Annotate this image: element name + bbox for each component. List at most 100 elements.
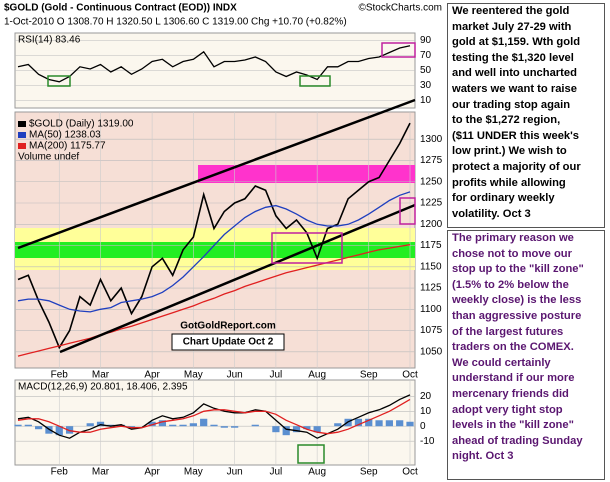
x-tick-label: Jul [269, 370, 282, 381]
histogram-bar [313, 426, 321, 433]
x-tick-label: May [184, 467, 203, 478]
histogram-bar [86, 423, 94, 427]
note-line: traders on the COMEX. [452, 341, 574, 354]
legend-swatch [18, 121, 26, 127]
y-tick-label: 30 [420, 80, 432, 91]
note-line: (1.5% to 2% below the [452, 278, 569, 291]
y-tick-label: 1125 [420, 283, 442, 294]
legend-label: MA(50) 1238.03 [29, 130, 101, 141]
highlight-box [381, 42, 416, 58]
x-tick-label: Jun [227, 467, 243, 478]
note-box: The primary reason we chose not to move o… [447, 230, 605, 480]
annotation-box [171, 333, 285, 351]
histogram-bar [35, 426, 43, 430]
histogram-bar [189, 423, 197, 427]
histogram-bar [14, 424, 22, 427]
note-line: low print.) We wish to [452, 145, 567, 158]
note-line: stop up to the "kill zone" [452, 263, 584, 276]
note-line: market July 27-29 with [452, 20, 572, 33]
y-tick-label: 50 [420, 65, 432, 76]
x-tick-label: Aug [308, 370, 326, 381]
note-line: We could certainly [452, 356, 551, 369]
series-line [17, 45, 411, 83]
highlight-box [297, 444, 325, 464]
note-line: ($11 UNDER this week's [452, 129, 580, 142]
highlight-box [271, 232, 343, 264]
chart: $GOLD (Gold - Continuous Contract (EOD))… [4, 3, 443, 478]
highlight-box [299, 75, 331, 87]
histogram-bar [220, 426, 228, 428]
series-line [17, 191, 411, 313]
y-tick-label: 1275 [420, 155, 443, 166]
note-line: to the $1,272 region, [452, 114, 561, 127]
series-line [17, 394, 411, 439]
histogram-bar [406, 421, 414, 427]
y-tick-label: 1225 [420, 198, 443, 209]
y-tick-label: 1100 [420, 304, 442, 315]
x-tick-label: Mar [92, 370, 110, 381]
note-line: ahead of trading Sunday [452, 434, 583, 447]
note-line: our trading stop again [452, 98, 571, 111]
histogram-bar [251, 424, 259, 427]
y-tick-label: 1150 [420, 261, 442, 272]
x-tick-label: May [184, 370, 203, 381]
note-line: and well into uncharted [452, 67, 577, 80]
note-line: testing the $1,320 level [452, 51, 574, 64]
macd-legend: MACD(12,26,9) 20.801, 18.406, 2.395 [18, 382, 188, 393]
y-tick-label: 0 [420, 421, 426, 432]
histogram-bar [272, 426, 280, 433]
histogram-bar [148, 421, 156, 427]
legend-swatch [18, 132, 26, 138]
histogram-bar [354, 418, 363, 427]
note-line: waters we want to raise [452, 82, 577, 95]
annotation: Chart Update Oct 2 [183, 337, 274, 348]
x-tick-label: Sep [360, 370, 378, 381]
series-line [17, 244, 411, 357]
y-tick-label: 10 [420, 406, 432, 417]
histogram-bar [282, 426, 290, 436]
note-line: night. Oct 3 [452, 450, 514, 463]
x-tick-label: Sep [360, 467, 378, 478]
note-line: profits while allowing [452, 176, 566, 189]
x-tick-label: Feb [51, 370, 69, 381]
x-tick-label: Oct [402, 370, 418, 381]
histogram-bar [385, 420, 393, 427]
histogram-bar [365, 418, 373, 427]
y-tick-label: 20 [420, 391, 432, 402]
channel-lower [59, 203, 416, 354]
note-line: We reentered the gold [452, 5, 570, 17]
x-tick-label: Oct [402, 467, 418, 478]
note-line: of the largest futures [452, 325, 564, 338]
y-tick-label: 10 [420, 95, 432, 106]
histogram-bar [303, 426, 311, 430]
quote: 1-Oct-2010 O 1308.70 H 1320.50 L 1306.60… [4, 17, 347, 28]
note-line: volatility. Oct 3 [452, 207, 531, 220]
histogram-bar [231, 426, 239, 428]
y-tick-label: 1250 [420, 176, 443, 187]
note-box: We reentered the gold market July 27-29 w… [447, 3, 605, 228]
note-line: mercenary friends did [452, 387, 569, 400]
chart-title: $GOLD (Gold - Continuous Contract (EOD))… [4, 3, 237, 14]
note-line: adopt very tight stop [452, 403, 563, 416]
y-tick-label: -10 [420, 436, 435, 447]
rsi-legend: RSI(14) 83.46 [18, 35, 81, 46]
note-line: weekly close) is the less [452, 294, 582, 307]
note-line: than aggressive posture [452, 309, 582, 322]
histogram-bar [117, 424, 125, 427]
y-tick-label: 1075 [420, 325, 443, 336]
histogram-bar [292, 426, 301, 433]
volume-legend: Volume undef [18, 152, 79, 163]
highlight-box [47, 75, 71, 87]
x-tick-label: Feb [51, 467, 69, 478]
note-line: understand if our more [452, 372, 575, 385]
x-tick-label: Jun [227, 370, 243, 381]
histogram-bar [179, 424, 187, 427]
resistance-zone [198, 165, 415, 183]
x-tick-label: Jul [269, 467, 282, 478]
note-line: for ordinary weekly [452, 192, 555, 205]
histogram-bar [396, 420, 404, 427]
y-tick-label: 1300 [420, 134, 443, 145]
x-tick-label: Aug [308, 467, 326, 478]
note-line: chose not to move our [452, 247, 572, 260]
